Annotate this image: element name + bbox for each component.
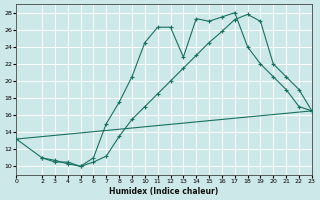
X-axis label: Humidex (Indice chaleur): Humidex (Indice chaleur): [109, 187, 219, 196]
